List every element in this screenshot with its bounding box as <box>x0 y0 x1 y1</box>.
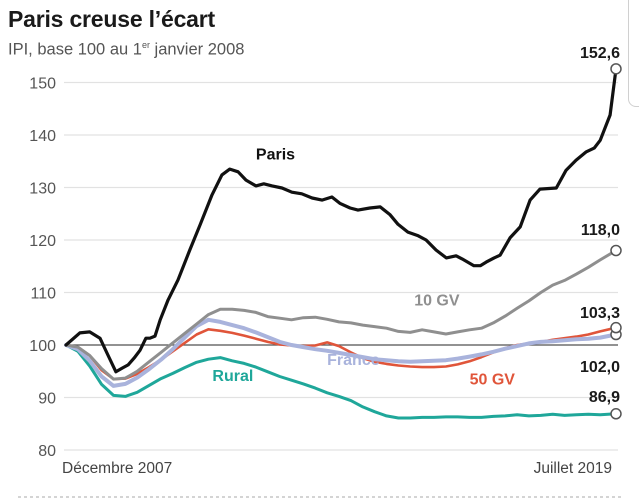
series-line-10-gv <box>64 249 618 381</box>
series-inline-label: 10 GV <box>414 293 460 310</box>
subtitle-suffix: janvier 2008 <box>149 40 245 59</box>
endpoint-marker <box>610 321 622 334</box>
series-labels: 152,6 118,0 102,0 103,3 86,9 Paris 10 GV France… <box>212 45 620 406</box>
chart-subtitle: IPI, base 100 au 1er janvier 2008 <box>8 40 244 60</box>
subtitle-superscript: er <box>141 40 150 50</box>
end-value-label: 102,0 <box>580 359 620 376</box>
series-inline-label: France <box>327 352 380 369</box>
chart-title: Paris creuse l’écart <box>8 6 215 32</box>
series-inline-label: Rural <box>212 368 253 385</box>
series-inline-label: 50 GV <box>470 371 516 388</box>
y-tick-label: 80 <box>38 443 56 460</box>
y-tick-label: 100 <box>29 338 56 355</box>
series-endpoints <box>610 63 622 420</box>
y-tick-label: 150 <box>29 76 56 93</box>
series-lines <box>64 67 618 420</box>
y-tick-label: 120 <box>29 233 56 250</box>
subtitle-prefix: IPI, base 100 au 1 <box>8 40 142 59</box>
y-tick-label: 90 <box>38 391 56 408</box>
gridlines <box>64 81 618 451</box>
end-value-label: 152,6 <box>580 45 620 62</box>
y-tick-label: 140 <box>29 128 56 145</box>
endpoint-marker <box>610 408 622 420</box>
series-line-france <box>64 317 618 388</box>
y-tick-label: 110 <box>30 286 56 303</box>
end-value-label: 103,3 <box>580 305 620 322</box>
end-value-label: 86,9 <box>589 389 620 406</box>
endpoint-marker <box>610 244 622 257</box>
y-tick-label: 130 <box>29 181 56 198</box>
series-line-paris <box>64 67 618 374</box>
x-end-label: Juillet 2019 <box>534 460 612 477</box>
x-start-label: Décembre 2007 <box>62 460 172 477</box>
endpoint-marker <box>610 63 622 75</box>
y-axis-ticks: 80 90 100 110 120 130 140 150 <box>29 76 56 461</box>
series-line-rural <box>64 343 618 420</box>
series-inline-label: Paris <box>256 147 295 164</box>
overlay-panel-edge <box>628 0 639 107</box>
end-value-label: 118,0 <box>581 222 620 239</box>
